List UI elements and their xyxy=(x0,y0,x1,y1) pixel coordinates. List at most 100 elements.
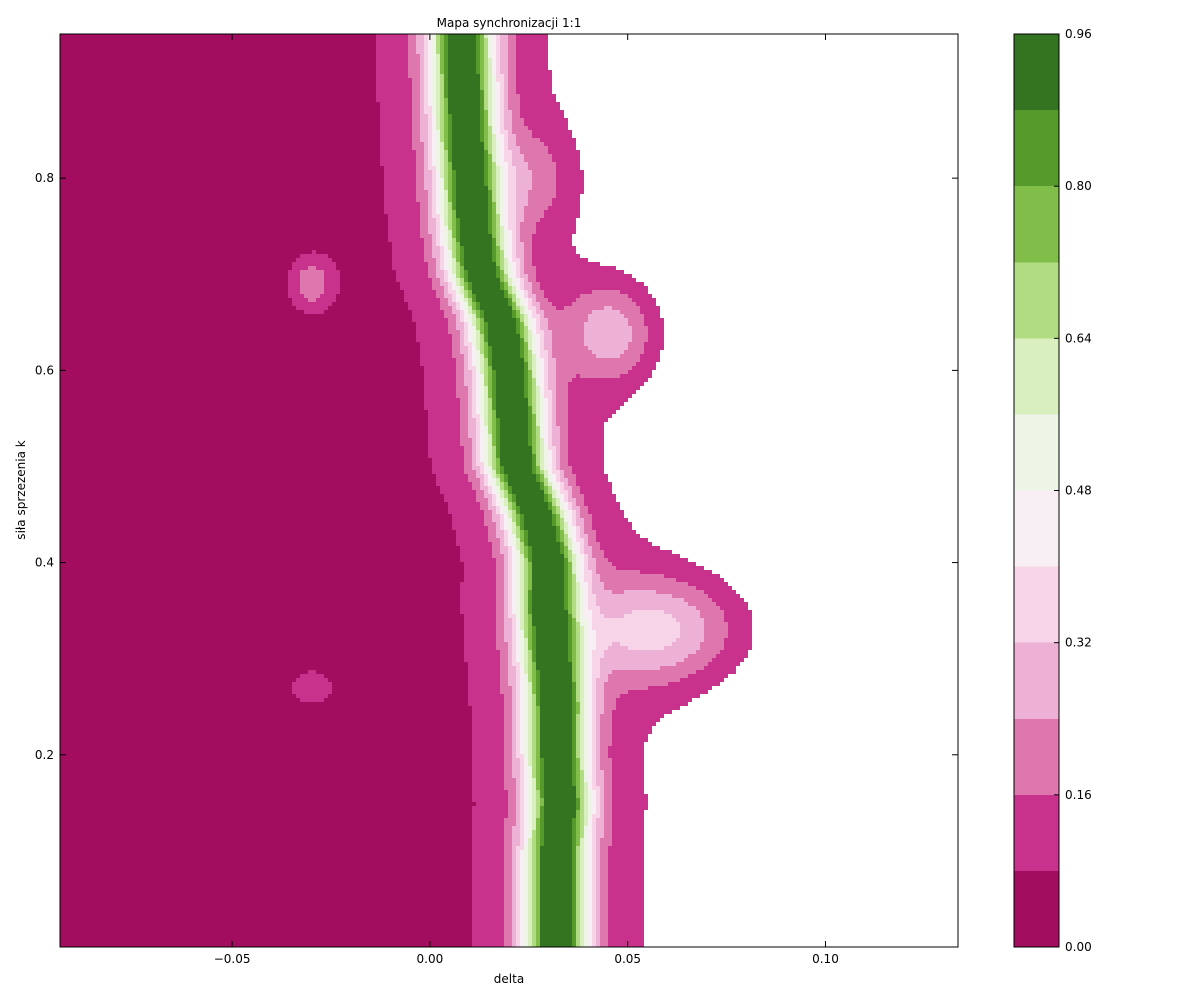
contour-cell xyxy=(464,626,496,630)
contour-cell xyxy=(528,386,532,390)
contour-cell xyxy=(568,582,572,586)
contour-cell xyxy=(512,694,516,698)
contour-cell xyxy=(452,274,456,278)
contour-cell xyxy=(484,50,488,54)
contour-cell xyxy=(496,462,500,466)
contour-cell xyxy=(584,730,588,734)
contour-cell xyxy=(608,678,680,682)
contour-cell xyxy=(60,630,464,634)
contour-cell xyxy=(592,738,596,742)
contour-cell xyxy=(484,154,488,158)
contour-cell xyxy=(528,394,532,398)
contour-cell xyxy=(576,610,580,614)
contour-cell xyxy=(544,842,572,846)
contour-cell xyxy=(528,162,556,166)
contour-cell xyxy=(592,586,604,590)
contour-cell xyxy=(484,170,488,174)
contour-cell xyxy=(588,810,592,814)
contour-cell xyxy=(420,54,424,58)
contour-cell xyxy=(576,930,580,934)
contour-cell xyxy=(448,138,452,142)
contour-cell xyxy=(440,122,444,126)
contour-cell xyxy=(580,614,584,618)
contour-cell xyxy=(588,586,592,590)
contour-cell xyxy=(412,118,420,122)
contour-cell xyxy=(524,334,528,338)
contour-cell xyxy=(576,698,580,702)
contour-cell xyxy=(472,338,476,342)
contour-cell xyxy=(580,662,584,666)
contour-cell xyxy=(540,306,556,310)
contour-cell xyxy=(528,902,532,906)
contour-cell xyxy=(532,618,568,622)
contour-cell xyxy=(568,538,572,542)
contour-cell xyxy=(520,866,524,870)
contour-cell xyxy=(508,34,516,38)
contour-cell xyxy=(508,98,520,102)
contour-cell xyxy=(508,502,512,506)
contour-cell xyxy=(508,38,516,42)
contour-cell xyxy=(608,674,688,678)
contour-cell xyxy=(424,394,456,398)
contour-cell xyxy=(452,250,456,254)
contour-cell xyxy=(484,398,488,402)
contour-cell xyxy=(556,526,560,530)
contour-cell xyxy=(520,226,536,230)
contour-cell xyxy=(300,254,328,258)
contour-cell xyxy=(480,338,484,342)
contour-cell xyxy=(504,270,508,274)
contour-cell xyxy=(60,398,424,402)
contour-cell xyxy=(596,790,600,794)
contour-cell xyxy=(568,454,604,458)
contour-cell xyxy=(384,182,416,186)
contour-cell xyxy=(544,418,548,422)
contour-cell xyxy=(496,158,500,162)
contour-cell xyxy=(532,446,536,450)
contour-cell xyxy=(484,162,488,166)
contour-cell xyxy=(456,298,460,302)
contour-cell xyxy=(576,658,580,662)
contour-cell xyxy=(524,802,528,806)
contour-cell xyxy=(500,246,504,250)
contour-cell xyxy=(420,350,452,354)
contour-cell xyxy=(492,110,496,114)
contour-cell xyxy=(548,318,588,322)
contour-cell xyxy=(540,454,544,458)
contour-cell xyxy=(496,526,500,530)
contour-cell xyxy=(536,642,568,646)
contour-cell xyxy=(560,522,564,526)
contour-cell xyxy=(468,422,476,426)
contour-cell xyxy=(60,830,472,834)
contour-cell xyxy=(568,614,572,618)
contour-cell xyxy=(568,498,576,502)
contour-cell xyxy=(516,570,520,574)
contour-cell xyxy=(384,206,420,210)
contour-cell xyxy=(520,274,528,278)
contour-cell xyxy=(532,806,536,810)
contour-cell xyxy=(704,638,724,642)
contour-cell xyxy=(540,354,548,358)
contour-cell xyxy=(532,646,536,650)
contour-cell xyxy=(504,502,508,506)
contour-cell xyxy=(432,42,436,46)
contour-cell xyxy=(408,302,440,306)
contour-cell xyxy=(436,258,440,262)
contour-cell xyxy=(472,454,476,458)
contour-cell xyxy=(540,282,644,286)
contour-cell xyxy=(532,898,536,902)
contour-cell xyxy=(540,794,544,798)
contour-cell xyxy=(416,150,424,154)
contour-cell xyxy=(592,934,596,938)
contour-cell xyxy=(60,350,420,354)
contour-cell xyxy=(424,74,428,78)
contour-cell xyxy=(536,670,540,674)
contour-cell xyxy=(60,50,376,54)
contour-cell xyxy=(536,402,540,406)
contour-cell xyxy=(516,870,520,874)
contour-cell xyxy=(412,318,448,322)
contour-cell xyxy=(600,934,608,938)
contour-cell xyxy=(472,282,500,286)
contour-cell xyxy=(524,646,528,650)
contour-cell xyxy=(504,818,516,822)
